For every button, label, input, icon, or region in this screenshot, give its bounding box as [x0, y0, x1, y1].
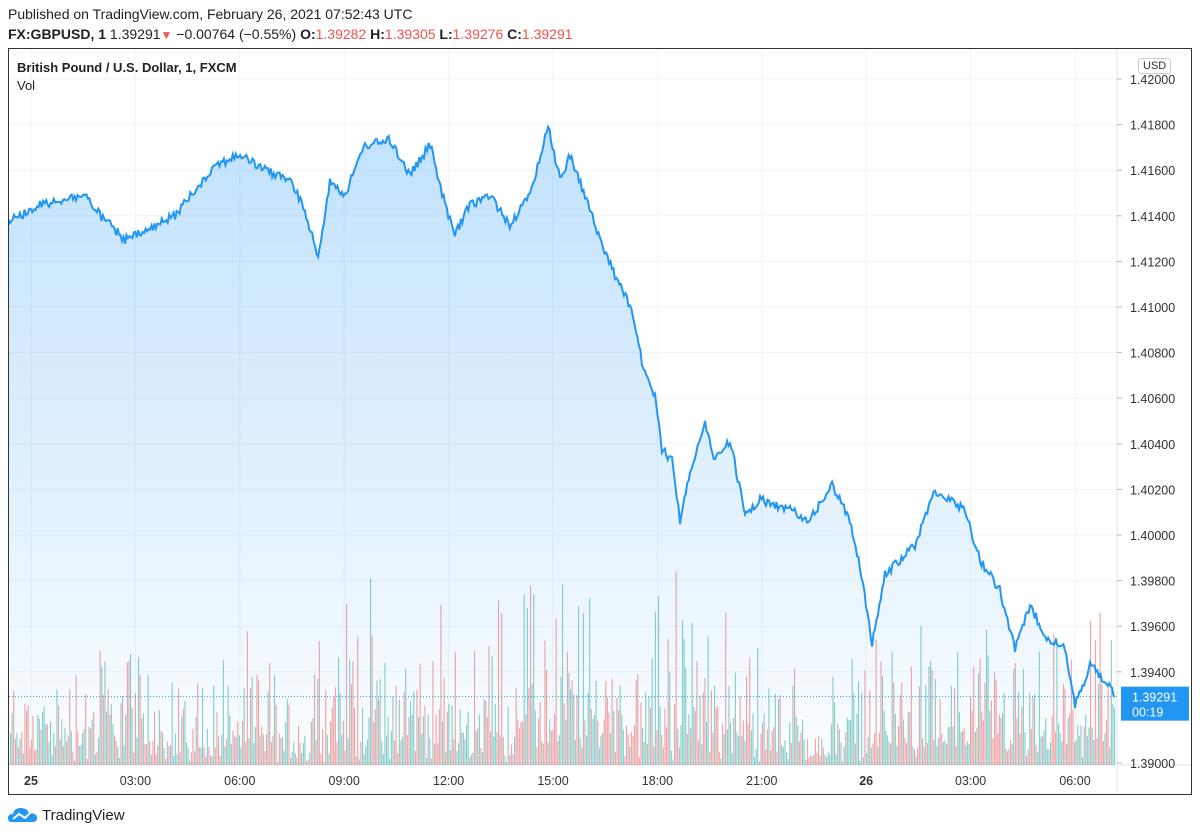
price-area — [9, 126, 1116, 765]
low-value: 1.39276 — [452, 26, 504, 42]
y-tick-label: 1.39800 — [1130, 575, 1175, 589]
y-tick-label: 1.40000 — [1130, 529, 1175, 543]
y-tick-label: 1.40200 — [1130, 483, 1175, 497]
tradingview-logo[interactable]: TradingView — [8, 806, 125, 824]
y-tick-label: 1.39000 — [1130, 757, 1175, 771]
price-axis: 1.42000 1.41800 1.41600 1.41400 1.41200 1.410… — [1117, 73, 1175, 771]
x-tick-label: 25 — [24, 774, 38, 788]
price-line — [8, 124, 1116, 709]
chart-frame — [8, 48, 1192, 795]
time-axis: 25 03:00 06:00 09:00 12:00 15:00 18:00 21:00 26 0… — [24, 774, 1091, 788]
open-label: O: — [300, 26, 316, 42]
current-price-label: 1.39291 00:19 — [1121, 686, 1189, 721]
x-tick-label: 03:00 — [120, 774, 151, 788]
x-tick-label: 03:00 — [955, 774, 986, 788]
currency-button[interactable]: USD — [1138, 58, 1172, 74]
y-tick-label: 1.41000 — [1130, 301, 1175, 315]
symbol-info-bar: FX:GBPUSD, 1 1.39291▼ −0.00764 (−0.55%) … — [8, 26, 573, 42]
y-tick-label: 1.42000 — [1130, 73, 1175, 87]
high-label: H: — [370, 26, 385, 42]
symbol-name: FX:GBPUSD, 1 — [8, 26, 107, 42]
countdown-value: 00:19 — [1132, 706, 1163, 720]
x-tick-label: 12:00 — [433, 774, 464, 788]
price-change: −0.00764 (−0.55%) — [176, 26, 297, 42]
volume-legend: Vol — [17, 78, 36, 93]
x-tick-label: 06:00 — [1059, 774, 1090, 788]
tradingview-cloud-icon — [8, 808, 37, 822]
y-tick-label: 1.41800 — [1130, 119, 1175, 133]
current-price-value: 1.39291 — [1132, 691, 1177, 705]
open-value: 1.39282 — [315, 26, 367, 42]
close-value: 1.39291 — [521, 26, 573, 42]
y-tick-label: 1.39400 — [1130, 666, 1175, 680]
current-price-label-bg — [1121, 686, 1189, 721]
y-tick-label: 1.40400 — [1130, 438, 1175, 452]
x-tick-label: 09:00 — [329, 774, 360, 788]
logo-text: TradingView — [42, 806, 125, 824]
close-label: C: — [507, 26, 522, 42]
high-value: 1.39305 — [384, 26, 436, 42]
x-tick-label: 06:00 — [224, 774, 255, 788]
y-tick-label: 1.40600 — [1130, 392, 1175, 406]
down-triangle-icon: ▼ — [160, 28, 173, 42]
low-label: L: — [439, 26, 453, 42]
x-tick-label: 26 — [859, 774, 873, 788]
published-info: Published on TradingView.com, February 2… — [8, 6, 413, 22]
y-tick-label: 1.41600 — [1130, 164, 1175, 178]
x-tick-label: 15:00 — [537, 774, 568, 788]
x-tick-label: 18:00 — [642, 774, 673, 788]
y-tick-label: 1.41400 — [1130, 210, 1175, 224]
last-price: 1.39291 — [109, 26, 161, 42]
series-legend-title: British Pound / U.S. Dollar, 1, FXCM — [17, 60, 237, 75]
x-tick-label: 21:00 — [746, 774, 777, 788]
y-tick-label: 1.40800 — [1130, 347, 1175, 361]
y-tick-label: 1.39600 — [1130, 620, 1175, 634]
y-tick-label: 1.41200 — [1130, 255, 1175, 269]
